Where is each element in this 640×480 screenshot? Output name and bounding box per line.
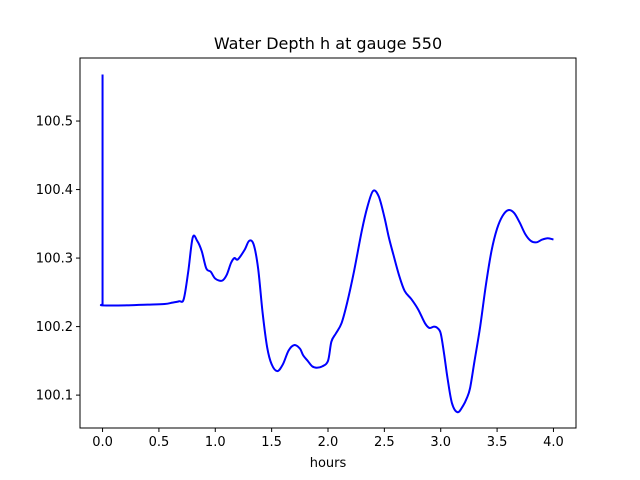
y-tick-label: 100.2 bbox=[36, 320, 73, 335]
plot-area: 0.0 0.5 1.0 1.5 2.0 2.5 3.0 3.5 4.0 100.1 100.2 100… bbox=[36, 74, 564, 450]
x-axis-label: hours bbox=[310, 456, 347, 471]
x-tick-label: 1.5 bbox=[261, 435, 282, 450]
chart-title: Water Depth h at gauge 550 bbox=[214, 34, 442, 53]
x-tick-label: 2.5 bbox=[374, 435, 395, 450]
x-tick-label: 0.0 bbox=[92, 435, 113, 450]
x-tick-label: 0.5 bbox=[149, 435, 170, 450]
y-tick-label: 100.4 bbox=[36, 183, 73, 198]
series-line-water-depth bbox=[99, 74, 554, 414]
y-tick-label: 100.3 bbox=[36, 252, 73, 267]
x-tick-label: 3.5 bbox=[487, 435, 508, 450]
y-tick-label: 100.5 bbox=[36, 115, 73, 130]
y-tick-label: 100.1 bbox=[36, 389, 73, 404]
axes-frame bbox=[79, 57, 577, 429]
x-tick-label: 3.0 bbox=[430, 435, 451, 450]
x-tick-label: 4.0 bbox=[543, 435, 564, 450]
x-tick-label: 2.0 bbox=[318, 435, 339, 450]
x-tick-label: 1.0 bbox=[205, 435, 226, 450]
